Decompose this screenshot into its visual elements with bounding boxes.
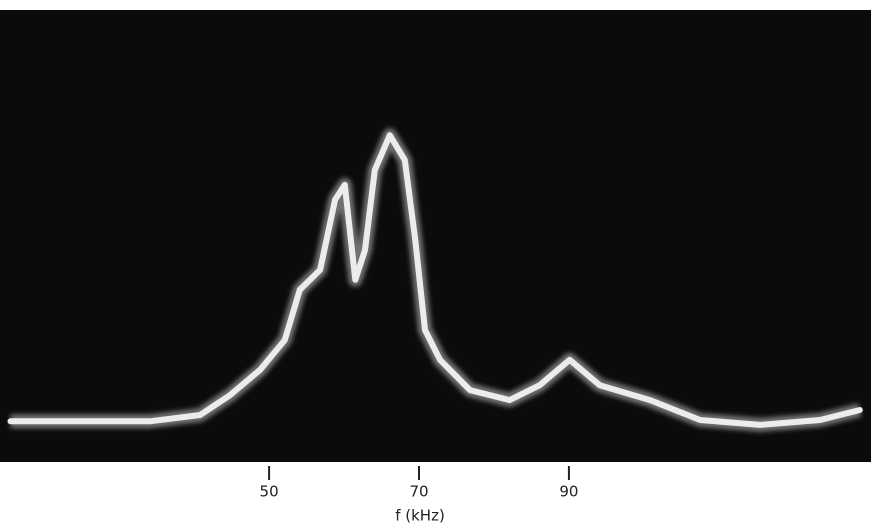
- x-axis-label: f (kHz): [395, 507, 445, 525]
- x-tick-label: 50: [260, 483, 279, 501]
- x-tick-label: 90: [559, 483, 578, 501]
- x-tick-label: 70: [409, 483, 428, 501]
- chart: 50 70 90 f (kHz): [0, 0, 871, 526]
- plot-background: [0, 10, 871, 462]
